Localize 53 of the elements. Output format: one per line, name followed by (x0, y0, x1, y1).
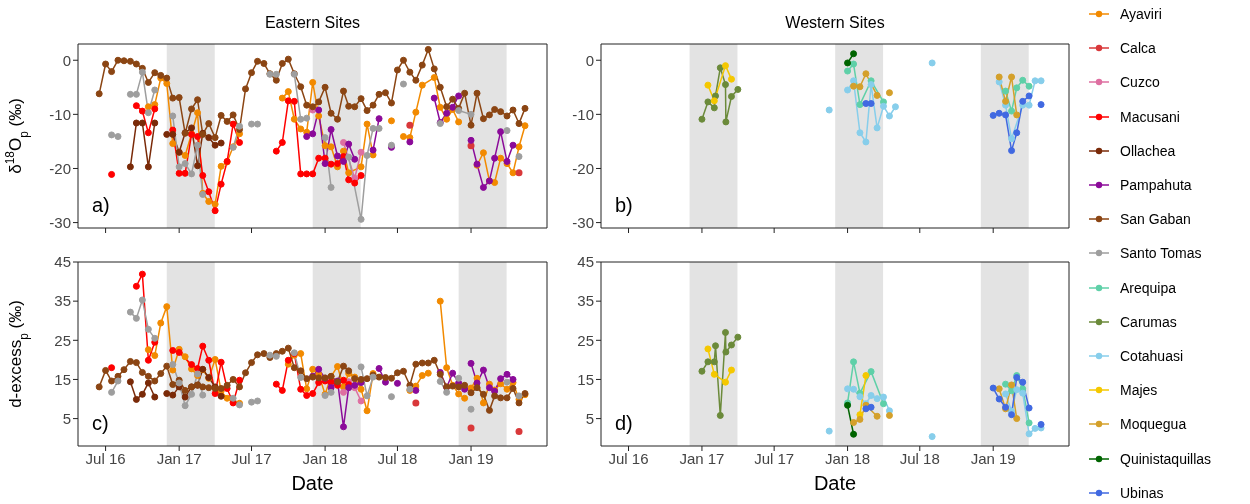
y-tick-label: 45 (577, 253, 594, 271)
y-tick-label: -10 (49, 105, 71, 123)
y-tick-label: 5 (585, 409, 594, 427)
legend-label: Calca (1120, 40, 1156, 57)
x-tick-label: Jul 16 (608, 449, 649, 467)
y-tick-label: 0 (62, 51, 71, 69)
y-tick-label: 15 (54, 370, 71, 388)
chart-title: Eastern Sites (263, 14, 362, 32)
legend-label: Quinistaquillas (1120, 450, 1212, 467)
legend-label: Cuzco (1120, 74, 1160, 91)
legend-label: Arequipa (1120, 279, 1177, 296)
y-tick-label: -20 (572, 159, 594, 177)
legend-label: Pampahuta (1120, 177, 1192, 193)
y-tick-label: 25 (54, 331, 71, 349)
legend-label: Majes (1120, 382, 1158, 399)
x-axis-title: Date (812, 472, 858, 495)
chart-title: Western Sites (784, 14, 886, 32)
x-tick-label: Jan 18 (825, 449, 871, 467)
legend-label: Ayaviri (1120, 6, 1162, 22)
x-axis-title: Date (290, 472, 335, 495)
x-tick-label: Jul 17 (231, 449, 272, 467)
x-tick-label: Jul 17 (754, 449, 795, 467)
x-tick-label: Jan 18 (302, 449, 348, 467)
x-tick-label: Jul 18 (377, 449, 418, 467)
x-tick-label: Jan 19 (448, 449, 494, 467)
legend-label: Ubinas (1120, 484, 1164, 501)
x-tick-label: Jan 17 (156, 449, 202, 467)
y-tick-label: -10 (572, 105, 594, 123)
annotation: c) (92, 412, 109, 435)
legend-label: San Gaban (1120, 211, 1191, 228)
y-tick-label: -30 (572, 213, 594, 231)
annotation: a) (92, 194, 110, 217)
y-tick-label: -20 (49, 159, 71, 177)
y-tick-label: 25 (577, 331, 594, 349)
legend-label: Carumas (1120, 313, 1177, 330)
y-tick-label: 0 (585, 51, 594, 69)
y-tick-label: 35 (577, 292, 594, 310)
legend-label: Santo Tomas (1120, 245, 1202, 262)
y-tick-label: 35 (54, 292, 71, 310)
y-tick-label: -30 (49, 213, 71, 231)
legend-label: Moquegua (1120, 416, 1187, 433)
y-tick-label: 45 (54, 253, 71, 271)
x-tick-label: Jul 16 (85, 449, 126, 467)
annotation: d) (615, 412, 633, 435)
x-tick-label: Jul 18 (899, 449, 940, 467)
x-tick-label: Jan 19 (970, 449, 1016, 467)
legend-label: Ollachea (1120, 142, 1176, 159)
x-tick-label: Jan 17 (679, 449, 725, 467)
annotation: b) (615, 194, 633, 217)
legend-label: Macusani (1120, 108, 1180, 125)
y-tick-label: 5 (62, 409, 71, 427)
legend-label: Cotahuasi (1120, 348, 1184, 364)
y-tick-label: 15 (577, 370, 594, 388)
